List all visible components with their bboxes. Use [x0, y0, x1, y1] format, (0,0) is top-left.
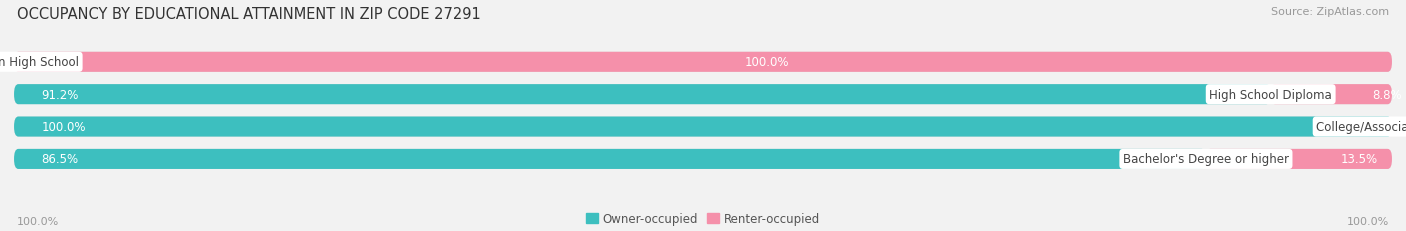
Text: 100.0%: 100.0%	[17, 216, 59, 226]
Text: 86.5%: 86.5%	[42, 153, 79, 166]
Text: 100.0%: 100.0%	[1347, 216, 1389, 226]
FancyBboxPatch shape	[14, 149, 1206, 169]
Legend: Owner-occupied, Renter-occupied: Owner-occupied, Renter-occupied	[586, 212, 820, 225]
Text: 100.0%: 100.0%	[42, 121, 86, 134]
Text: 8.8%: 8.8%	[1372, 88, 1402, 101]
FancyBboxPatch shape	[14, 117, 1392, 137]
Text: Source: ZipAtlas.com: Source: ZipAtlas.com	[1271, 7, 1389, 17]
FancyBboxPatch shape	[14, 117, 1392, 137]
FancyBboxPatch shape	[14, 85, 1271, 105]
Text: High School Diploma: High School Diploma	[1209, 88, 1331, 101]
FancyBboxPatch shape	[14, 85, 1392, 105]
Text: OCCUPANCY BY EDUCATIONAL ATTAINMENT IN ZIP CODE 27291: OCCUPANCY BY EDUCATIONAL ATTAINMENT IN Z…	[17, 7, 481, 22]
Text: 13.5%: 13.5%	[1340, 153, 1378, 166]
Text: Bachelor's Degree or higher: Bachelor's Degree or higher	[1123, 153, 1289, 166]
FancyBboxPatch shape	[1271, 85, 1392, 105]
Text: 91.2%: 91.2%	[42, 88, 79, 101]
Text: College/Associate Degree: College/Associate Degree	[1316, 121, 1406, 134]
FancyBboxPatch shape	[14, 149, 1392, 169]
FancyBboxPatch shape	[14, 52, 1392, 73]
FancyBboxPatch shape	[14, 52, 1392, 73]
Text: Less than High School: Less than High School	[0, 56, 79, 69]
Text: 100.0%: 100.0%	[744, 56, 789, 69]
FancyBboxPatch shape	[1206, 149, 1392, 169]
